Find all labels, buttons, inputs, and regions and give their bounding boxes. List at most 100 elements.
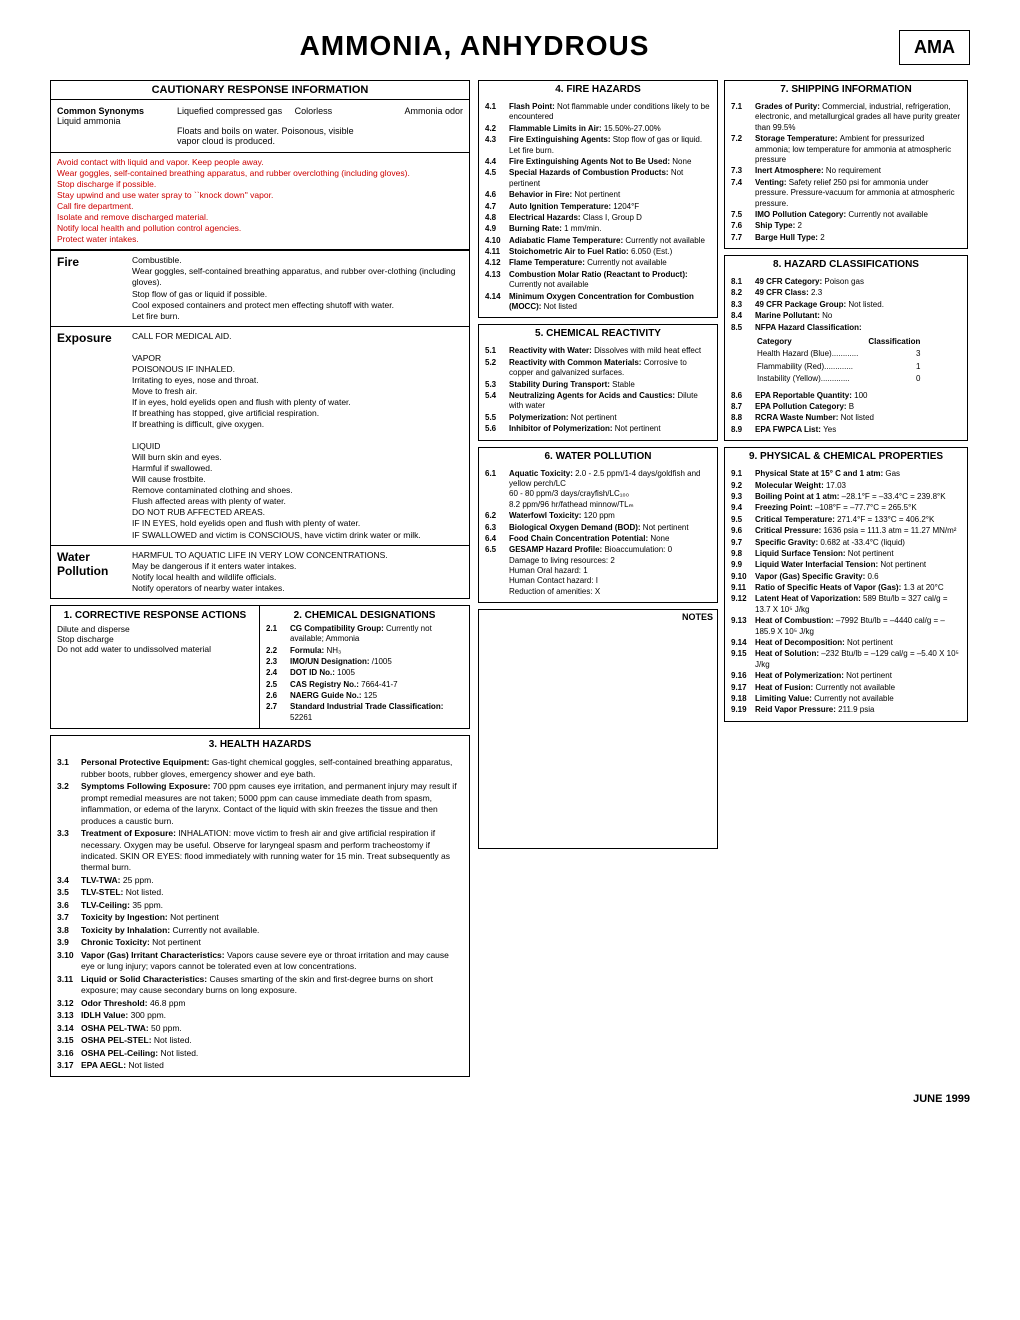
sec3-title: 3. HEALTH HAZARDS [51,736,469,753]
list-item: 9.8Liquid Surface Tension: Not pertinent [731,549,961,559]
sec1-title: 1. CORRECTIVE RESPONSE ACTIONS [57,610,253,621]
sec3-list: 3.1Personal Protective Equipment: Gas-ti… [51,753,469,1076]
sec2-list: 2.1CG Compatibility Group: Currently not… [266,624,463,724]
list-item: 5.3Stability During Transport: Stable [485,380,711,390]
chemical-code: AMA [899,30,970,65]
list-item: 8.9EPA FWPCA List: Yes [731,425,961,435]
list-item: 4.12Flame Temperature: Currently not ava… [485,258,711,268]
list-item: 3.4TLV-TWA: 25 ppm. [57,875,463,886]
sec9-box: 9. PHYSICAL & CHEMICAL PROPERTIES 9.1Phy… [724,447,968,722]
notes-box: NOTES [478,609,718,849]
list-item: 9.6Critical Pressure: 1636 psia = 111.3 … [731,526,961,536]
sec6-box: 6. WATER POLLUTION 6.1Aquatic Toxicity: … [478,447,718,604]
water-pollution-label: Water Pollution [51,546,126,598]
list-item: 5.5Polymerization: Not pertinent [485,413,711,423]
list-item: 3.9Chronic Toxicity: Not pertinent [57,937,463,948]
list-item: 7.7Barge Hull Type: 2 [731,233,961,243]
list-item: 9.9Liquid Water Interfacial Tension: Not… [731,560,961,570]
synonyms-label: Common Synonyms [57,106,144,116]
list-item: 3.2Symptoms Following Exposure: 700 ppm … [57,781,463,827]
list-item: 6.1Aquatic Toxicity: 2.0 - 2.5 ppm/1-4 d… [485,469,711,511]
list-item: 4.14Minimum Oxygen Concentration for Com… [485,292,711,313]
nfpa-table: CategoryClassificationHealth Hazard (Blu… [755,335,930,387]
fire-label: Fire [51,251,126,325]
list-item: 2.2Formula: NH₃ [266,646,463,656]
list-item: 9.18Limiting Value: Currently not availa… [731,694,961,704]
list-item: 4.1Flash Point: Not flammable under cond… [485,102,711,123]
sections-1-2-box: 1. CORRECTIVE RESPONSE ACTIONS Dilute an… [50,605,470,730]
list-item: 6.5GESAMP Hazard Profile: Bioaccumulatio… [485,545,711,597]
list-item: 9.3Boiling Point at 1 atm: –28.1°F = –33… [731,492,961,502]
list-item: 2.1CG Compatibility Group: Currently not… [266,624,463,645]
list-item: 7.3Inert Atmosphere: No requirement [731,166,961,176]
list-item: 4.4Fire Extinguishing Agents Not to Be U… [485,157,711,167]
list-item: 8.5NFPA Hazard Classification: [731,323,961,333]
list-item: 2.4DOT ID No.: 1005 [266,668,463,678]
sec7-list: 7.1Grades of Purity: Commercial, industr… [725,98,967,248]
sec6-title: 6. WATER POLLUTION [479,448,717,465]
list-item: 7.6Ship Type: 2 [731,221,961,231]
list-item: 4.9Burning Rate: 1 mm/min. [485,224,711,234]
list-item: 5.1Reactivity with Water: Dissolves with… [485,346,711,356]
list-item: 8.7EPA Pollution Category: B [731,402,961,412]
sec9-list: 9.1Physical State at 15° C and 1 atm: Ga… [725,465,967,721]
list-item: 9.17Heat of Fusion: Currently not availa… [731,683,961,693]
list-item: 3.8Toxicity by Inhalation: Currently not… [57,925,463,936]
list-item: 7.1Grades of Purity: Commercial, industr… [731,102,961,133]
list-item: 3.14OSHA PEL-TWA: 50 ppm. [57,1023,463,1034]
list-item: 8.249 CFR Class: 2.3 [731,288,961,298]
sec9-title: 9. PHYSICAL & CHEMICAL PROPERTIES [725,448,967,465]
list-item: 3.10Vapor (Gas) Irritant Characteristics… [57,950,463,973]
red-warnings: Avoid contact with liquid and vapor. Kee… [51,153,469,250]
sec5-list: 5.1Reactivity with Water: Dissolves with… [479,342,717,439]
exposure-label: Exposure [51,327,126,545]
sec4-box: 4. FIRE HAZARDS 4.1Flash Point: Not flam… [478,80,718,318]
list-item: 3.1Personal Protective Equipment: Gas-ti… [57,757,463,780]
list-item: 9.5Critical Temperature: 271.4°F = 133°C… [731,515,961,525]
synonyms: Liquid ammonia [57,116,121,126]
list-item: 3.7Toxicity by Ingestion: Not pertinent [57,912,463,923]
list-item: 7.4Venting: Safety relief 250 psi for am… [731,178,961,209]
list-item: 7.5IMO Pollution Category: Currently not… [731,210,961,220]
physical-state: Liquefied compressed gas [177,106,282,116]
list-item: 9.14Heat of Decomposition: Not pertinent [731,638,961,648]
list-item: 3.11Liquid or Solid Characteristics: Cau… [57,974,463,997]
fire-text: Combustible. Wear goggles, self-containe… [126,251,469,325]
list-item: 2.7Standard Industrial Trade Classificat… [266,702,463,723]
list-item: 3.16OSHA PEL-Ceiling: Not listed. [57,1048,463,1059]
list-item: 9.1Physical State at 15° C and 1 atm: Ga… [731,469,961,479]
sec4-title: 4. FIRE HAZARDS [479,81,717,98]
list-item: 3.6TLV-Ceiling: 35 ppm. [57,900,463,911]
list-item: 3.13IDLH Value: 300 ppm. [57,1010,463,1021]
odor: Ammonia odor [373,106,463,146]
sec3-box: 3. HEALTH HAZARDS 3.1Personal Protective… [50,735,470,1077]
list-item: 4.8Electrical Hazards: Class I, Group D [485,213,711,223]
list-item: 8.4Marine Pollutant: No [731,311,961,321]
sec8-title: 8. HAZARD CLASSIFICATIONS [725,256,967,273]
list-item: 2.6NAERG Guide No.: 125 [266,691,463,701]
list-item: 9.15Heat of Solution: –232 Btu/lb = –129… [731,649,961,670]
footer-date: JUNE 1999 [50,1093,970,1105]
cautionary-box: CAUTIONARY RESPONSE INFORMATION Common S… [50,80,470,599]
list-item: 9.16Heat of Polymerization: Not pertinen… [731,671,961,681]
list-item: 3.12Odor Threshold: 46.8 ppm [57,998,463,1009]
sec5-box: 5. CHEMICAL REACTIVITY 5.1Reactivity wit… [478,324,718,440]
list-item: 8.8RCRA Waste Number: Not listed [731,413,961,423]
sec6-list: 6.1Aquatic Toxicity: 2.0 - 2.5 ppm/1-4 d… [479,465,717,603]
sec7-title: 7. SHIPPING INFORMATION [725,81,967,98]
list-item: 2.5CAS Registry No.: 7664-41-7 [266,680,463,690]
list-item: 3.15OSHA PEL-STEL: Not listed. [57,1035,463,1046]
list-item: 5.2Reactivity with Common Materials: Cor… [485,358,711,379]
list-item: 4.13Combustion Molar Ratio (Reactant to … [485,270,711,291]
sec8-box: 8. HAZARD CLASSIFICATIONS 8.149 CFR Cate… [724,255,968,441]
list-item: 8.349 CFR Package Group: Not listed. [731,300,961,310]
list-item: 3.17EPA AEGL: Not listed [57,1060,463,1071]
list-item: 6.2Waterfowl Toxicity: 120 ppm [485,511,711,521]
list-item: 3.5TLV-STEL: Not listed. [57,887,463,898]
color: Colorless [295,106,333,116]
list-item: 4.2Flammable Limits in Air: 15.50%-27.00… [485,124,711,134]
list-item: 4.7Auto Ignition Temperature: 1204°F [485,202,711,212]
sec4-list: 4.1Flash Point: Not flammable under cond… [479,98,717,317]
list-item: 9.4Freezing Point: –108°F = –77.7°C = 26… [731,503,961,513]
list-item: 7.2Storage Temperature: Ambient for pres… [731,134,961,165]
